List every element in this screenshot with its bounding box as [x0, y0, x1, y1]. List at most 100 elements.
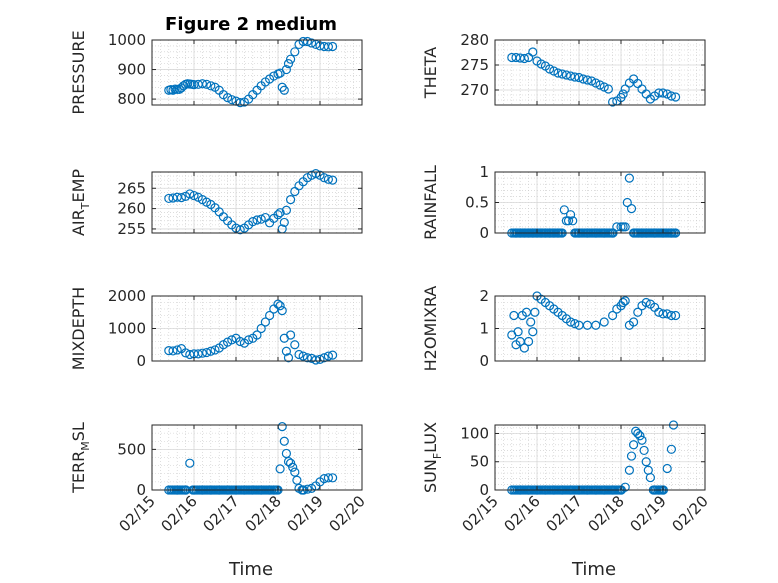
data-point — [635, 431, 645, 441]
x-tick-label: 02/16 — [158, 492, 201, 535]
subplot-rainfall: 0 0.5 1 RAINFALL — [421, 163, 706, 242]
y-axis-label-main: TERR — [69, 451, 88, 494]
data-point — [624, 173, 635, 183]
data-point — [565, 317, 576, 327]
y-tick-label: 265 — [117, 179, 146, 197]
data-point — [553, 68, 563, 78]
data-point — [323, 42, 333, 52]
axes-box — [494, 424, 706, 491]
data-point — [618, 89, 628, 99]
y-axis-label: AIRTEMP — [69, 169, 92, 236]
y-tick-label: 255 — [117, 220, 146, 238]
data-point — [599, 82, 609, 92]
y-axis-label: PRESSURE — [69, 30, 88, 114]
data-point — [528, 327, 538, 337]
data-point — [559, 205, 569, 215]
y-axis-label: MIXDEPTH — [69, 287, 88, 370]
data-point — [283, 353, 294, 363]
data-point — [281, 64, 291, 75]
subplot-terr_msl: 050002/1502/1602/1702/1802/1902/20TERRMS… — [69, 422, 369, 535]
axes-box — [151, 171, 363, 234]
y-axis-label-subscript: M — [79, 441, 92, 451]
data-point — [328, 473, 338, 483]
data-series — [164, 36, 338, 108]
data-point — [286, 195, 296, 205]
y-axis-label-main: H2OMIXRA — [421, 286, 440, 372]
y-axis-label-main: MIXDEPTH — [69, 287, 88, 370]
data-point — [248, 217, 258, 227]
data-point — [202, 347, 212, 358]
y-tick-label: 0 — [479, 352, 489, 370]
x-tick-label: 02/17 — [200, 492, 243, 535]
data-point — [235, 336, 245, 347]
y-axis-label: SUNFLUX — [421, 422, 444, 493]
data-point — [582, 75, 593, 85]
data-point — [202, 79, 212, 89]
axes-box — [151, 39, 363, 106]
data-point — [565, 71, 576, 81]
data-point — [528, 47, 538, 57]
data-point — [189, 190, 199, 201]
data-point — [570, 319, 580, 329]
y-tick-label: 50 — [470, 453, 489, 471]
data-point — [302, 353, 312, 363]
x-tick-label: 02/17 — [543, 492, 586, 535]
axes-box — [151, 424, 363, 491]
data-point — [658, 88, 668, 98]
data-point — [256, 214, 266, 224]
y-tick-label: 1 — [479, 320, 489, 338]
data-point — [286, 54, 296, 64]
y-axis-label-subscript: T — [79, 202, 92, 210]
data-point — [275, 301, 285, 311]
y-axis-label-rest: LUX — [421, 422, 440, 453]
data-point — [288, 462, 298, 472]
data-point — [210, 345, 220, 355]
data-point — [633, 307, 643, 317]
data-point — [283, 59, 294, 69]
x-tick-label: 02/18 — [242, 492, 285, 535]
data-point — [168, 346, 178, 356]
data-point — [666, 310, 677, 321]
data-point — [599, 317, 609, 327]
data-series — [164, 299, 338, 365]
data-point — [185, 458, 195, 468]
data-point — [654, 307, 664, 317]
data-point — [176, 193, 186, 203]
data-point — [307, 38, 317, 48]
data-point — [607, 310, 618, 321]
data-point — [637, 435, 647, 445]
data-point — [252, 330, 262, 340]
y-axis-label-main: PRESSURE — [69, 30, 88, 114]
subplot-mixdepth: 0 1000 2000 MIXDEPTH — [69, 287, 363, 370]
data-point — [206, 81, 216, 91]
data-point — [620, 84, 630, 94]
data-point — [586, 76, 597, 86]
data-point — [197, 79, 207, 89]
x-axis-label-left: Time — [228, 559, 273, 580]
data-point — [279, 217, 289, 228]
data-point — [319, 173, 329, 183]
y-tick-label: 275 — [460, 56, 489, 74]
data-point — [279, 85, 289, 95]
y-tick-label: 1 — [479, 163, 489, 181]
data-point — [645, 472, 656, 483]
data-point — [626, 204, 637, 214]
data-point — [294, 349, 304, 360]
y-axis-label-main: THETA — [421, 47, 440, 99]
data-point — [658, 309, 668, 319]
data-point — [565, 210, 576, 220]
y-tick-label: 2 — [479, 287, 489, 305]
data-point — [526, 317, 536, 327]
y-axis-label: TERRMSL — [69, 422, 92, 494]
data-point — [626, 451, 637, 461]
x-tick-label: 02/20 — [326, 492, 369, 535]
y-tick-label: 0.5 — [465, 194, 489, 212]
y-tick-label: 500 — [117, 440, 146, 458]
plot-area — [495, 40, 705, 105]
y-axis-label-rest: EMP — [69, 169, 88, 203]
data-point — [172, 345, 182, 355]
data-point — [639, 445, 649, 456]
data-point — [670, 92, 681, 102]
y-tick-label: 100 — [460, 424, 489, 442]
data-point — [273, 299, 283, 309]
